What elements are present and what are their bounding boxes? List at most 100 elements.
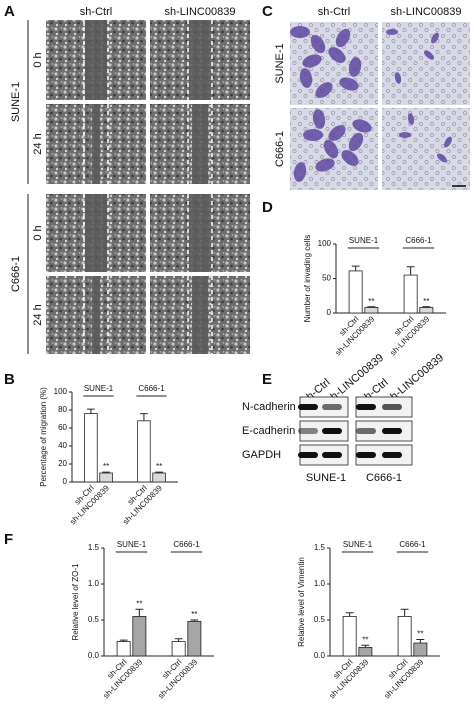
bar bbox=[413, 642, 428, 657]
error-bar bbox=[351, 265, 360, 271]
stained-cell bbox=[352, 119, 372, 133]
error-bar bbox=[400, 608, 409, 617]
stained-cell bbox=[293, 162, 307, 182]
wound-gap bbox=[189, 20, 211, 100]
row-label: SUNE-1 bbox=[10, 82, 22, 122]
y-tick-label: 1.0 bbox=[88, 579, 100, 588]
error-bar bbox=[140, 413, 148, 421]
error-bar bbox=[155, 471, 163, 473]
y-tick-label: 1.5 bbox=[88, 543, 100, 552]
stained-cell bbox=[399, 132, 411, 138]
group-label: C666-1 bbox=[399, 540, 426, 549]
blot-band bbox=[356, 428, 376, 434]
significance: ** bbox=[136, 599, 142, 608]
protein-label: E-cadherin bbox=[242, 425, 295, 437]
column-header: sh-Ctrl bbox=[318, 6, 350, 18]
bar bbox=[171, 641, 186, 657]
stained-cell bbox=[431, 32, 439, 44]
y-tick-label: 40 bbox=[58, 441, 67, 450]
stained-cell bbox=[315, 158, 335, 172]
wound-gap bbox=[92, 276, 100, 354]
bar bbox=[342, 616, 357, 657]
blot-band bbox=[382, 404, 402, 410]
group-label: C666-1 bbox=[173, 540, 200, 549]
stained-cell bbox=[444, 136, 452, 148]
y-tick-label: 50 bbox=[322, 274, 331, 283]
blot-band bbox=[382, 428, 402, 434]
wound-gap bbox=[92, 104, 100, 184]
bar bbox=[116, 641, 131, 657]
significance: ** bbox=[156, 462, 162, 471]
significance: ** bbox=[191, 610, 197, 619]
significance: ** bbox=[417, 630, 423, 639]
stained-cell bbox=[303, 129, 323, 141]
error-bar bbox=[416, 638, 425, 644]
protein-label: GAPDH bbox=[242, 449, 281, 461]
panel-label: B bbox=[4, 371, 15, 388]
blot-band bbox=[322, 452, 342, 458]
row-label: SUNE-1 bbox=[274, 43, 286, 83]
significance: ** bbox=[103, 462, 109, 471]
y-axis-label: Number of invading cells bbox=[303, 235, 312, 323]
y-tick-label: 1.5 bbox=[314, 543, 326, 552]
wound-gap bbox=[85, 194, 107, 272]
bar bbox=[403, 274, 418, 314]
y-tick-label: 0.5 bbox=[314, 615, 326, 624]
stained-cell bbox=[328, 47, 346, 63]
panel-label: D bbox=[262, 199, 273, 216]
blot-band bbox=[356, 452, 376, 458]
blot-band bbox=[322, 404, 342, 410]
wound-gap bbox=[189, 194, 211, 272]
stained-cell bbox=[312, 109, 326, 129]
y-tick-label: 0.0 bbox=[314, 651, 326, 660]
stained-cell bbox=[394, 72, 402, 84]
cell-label: C666-1 bbox=[366, 472, 402, 484]
time-label: 0 h bbox=[32, 52, 44, 67]
error-bar bbox=[135, 608, 144, 617]
stained-cell bbox=[339, 77, 359, 91]
error-bar bbox=[345, 612, 354, 617]
group-label: C666-1 bbox=[138, 384, 165, 393]
stained-cell bbox=[386, 29, 398, 35]
blot-band bbox=[298, 452, 318, 458]
panel-label: A bbox=[4, 3, 15, 20]
stained-cell bbox=[424, 50, 434, 60]
micrograph bbox=[382, 22, 470, 105]
blot-band bbox=[382, 452, 402, 458]
bar bbox=[84, 413, 98, 483]
stained-cell bbox=[290, 26, 310, 38]
error-bar bbox=[87, 408, 95, 414]
y-tick-label: 0 bbox=[63, 477, 68, 486]
significance: ** bbox=[362, 635, 368, 644]
blot-band bbox=[322, 428, 342, 434]
row-label: C666-1 bbox=[10, 256, 22, 292]
y-tick-label: 60 bbox=[58, 423, 67, 432]
stained-cell bbox=[407, 113, 415, 125]
bar bbox=[358, 646, 373, 657]
row-label: C666-1 bbox=[274, 131, 286, 167]
bar bbox=[187, 621, 202, 657]
wound-gap bbox=[192, 276, 208, 354]
error-bar bbox=[102, 471, 110, 473]
cell-label: SUNE-1 bbox=[306, 472, 346, 484]
y-axis-label: Relative level of Vimentin bbox=[297, 557, 306, 647]
y-axis-label: Relative level of ZO-1 bbox=[71, 563, 80, 640]
bar bbox=[348, 270, 363, 314]
error-bar bbox=[406, 266, 415, 276]
bar bbox=[132, 616, 147, 657]
stained-cell bbox=[299, 68, 313, 88]
wound-gap bbox=[192, 104, 208, 184]
panel-label: E bbox=[262, 371, 272, 388]
bar bbox=[137, 420, 151, 483]
stained-cell bbox=[323, 139, 339, 159]
stained-cell bbox=[302, 54, 322, 68]
bar bbox=[364, 307, 379, 314]
group-label: C666-1 bbox=[405, 236, 432, 245]
time-label: 24 h bbox=[32, 133, 44, 154]
group-label: SUNE-1 bbox=[349, 236, 379, 245]
stained-cell bbox=[341, 150, 359, 166]
column-header: sh-Ctrl bbox=[80, 6, 112, 18]
time-label: 0 h bbox=[32, 225, 44, 240]
stained-cell bbox=[335, 28, 351, 48]
bar bbox=[419, 307, 434, 314]
